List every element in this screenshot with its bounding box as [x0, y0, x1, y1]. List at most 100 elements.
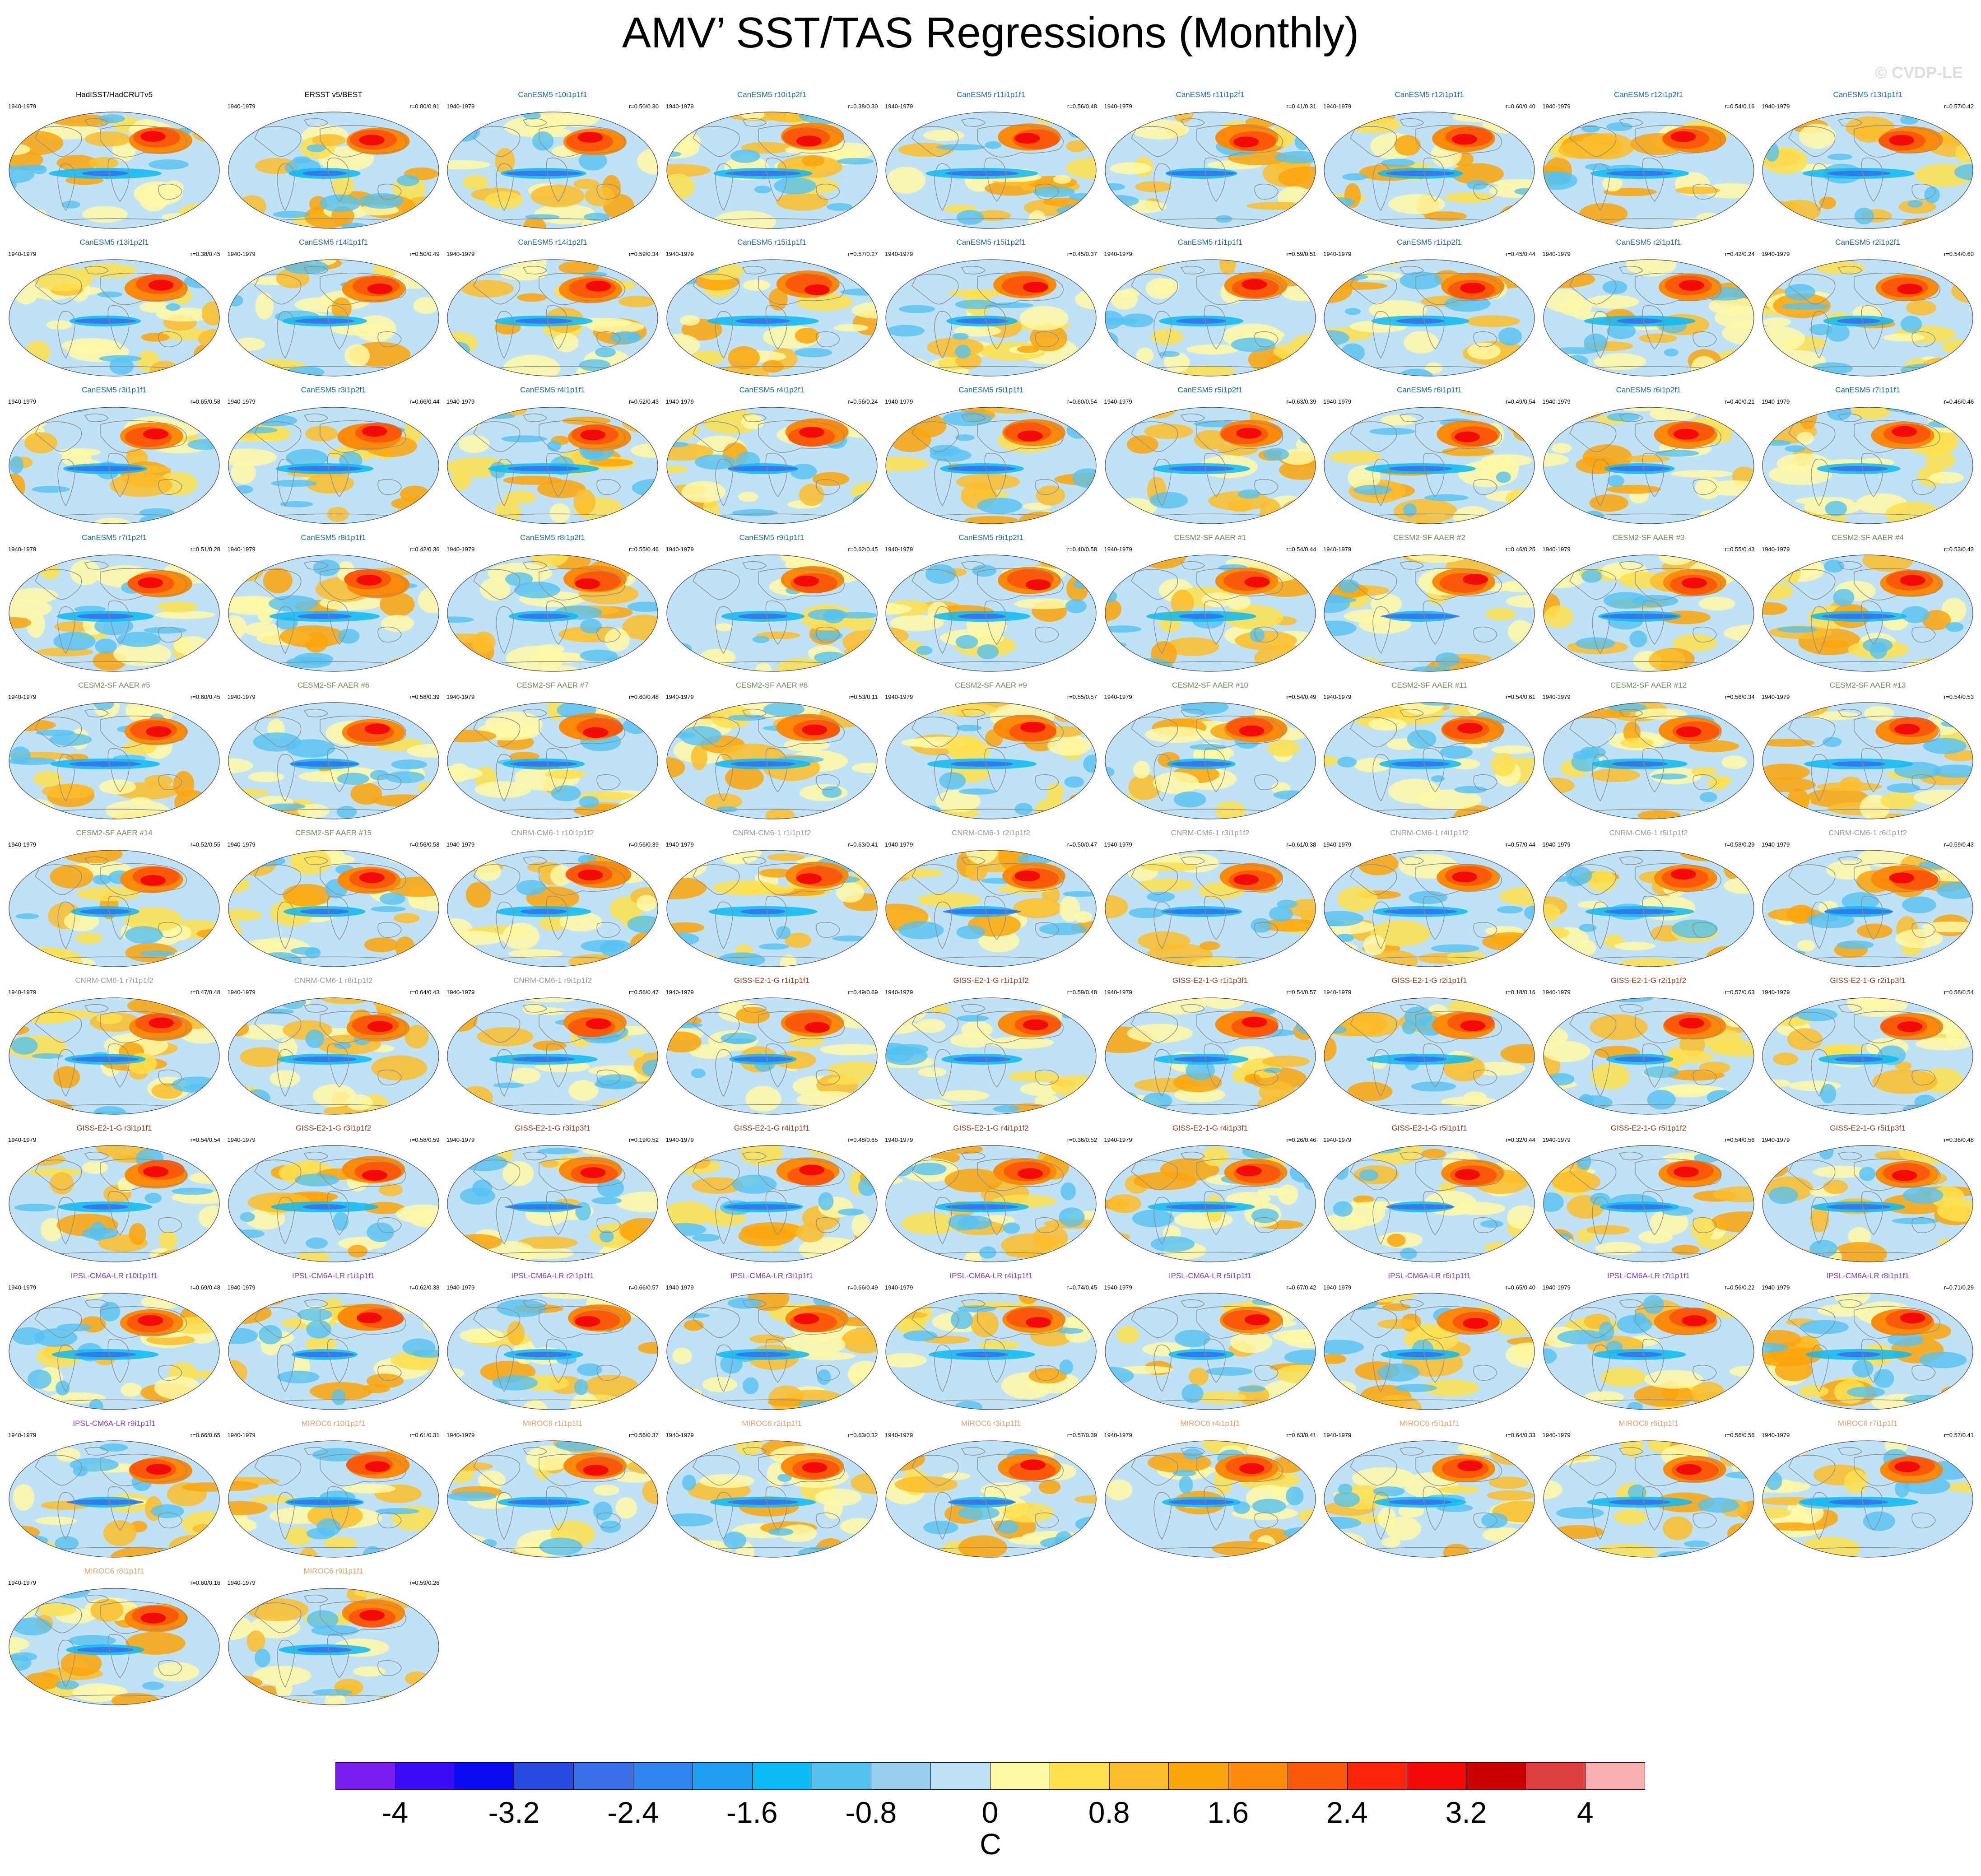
colorbar-box: [633, 1762, 693, 1790]
panel-correlation: r=0.60/0.16: [190, 1579, 220, 1586]
regression-map: [666, 997, 878, 1115]
panel-correlation: r=0.66/0.44: [409, 398, 440, 405]
panel-title: CNRM-CM6-1 r3i1p1f2: [1171, 829, 1250, 837]
regression-map: [1104, 554, 1316, 672]
panel-title: MIROC6 r6i1p1f1: [1618, 1419, 1679, 1428]
map-panel: GISS-E2-1-G r4i1p1f1 1940-1979 r=0.48/0.65: [666, 1124, 878, 1263]
regression-map: [447, 850, 658, 967]
map-panel: IPSL-CM6A-LR r1i1p1f1 1940-1979 r=0.62/0.3…: [228, 1271, 440, 1410]
panel-period: 1940-1979: [227, 989, 256, 996]
panel-correlation: r=0.26/0.46: [1286, 1136, 1316, 1143]
panel-title: CanESM5 r5i1p1f1: [958, 386, 1023, 394]
panel-period: 1940-1979: [665, 989, 694, 996]
map-panel: CESM2-SF AAER #11 1940-1979 r=0.54/0.61: [1323, 681, 1535, 820]
map-panel: GISS-E2-1-G r1i1p3f1 1940-1979 r=0.54/0.57: [1104, 976, 1316, 1115]
panel-correlation: r=0.50/0.49: [409, 251, 440, 257]
panel-title: CanESM5 r2i1p1f1: [1616, 238, 1681, 247]
map-panel: CanESM5 r11i1p2f1 1940-1979 r=0.41/0.31: [1104, 90, 1316, 229]
map-panel: IPSL-CM6A-LR r9i1p1f1 1940-1979 r=0.66/0.6…: [8, 1419, 220, 1558]
regression-map: [1543, 554, 1754, 672]
regression-map: [1324, 112, 1535, 229]
panel-period: 1940-1979: [1323, 1136, 1352, 1143]
panel-period: 1940-1979: [8, 1136, 37, 1143]
regression-map: [1762, 1440, 1973, 1558]
map-panel: CNRM-CM6-1 r2i1p1f2 1940-1979 r=0.50/0.47: [885, 829, 1097, 968]
panel-period: 1940-1979: [8, 694, 37, 700]
panel-period: 1940-1979: [446, 989, 475, 996]
panel-correlation: r=0.45/0.37: [1067, 251, 1097, 257]
panel-title: CanESM5 r8i1p2f1: [520, 533, 585, 542]
panel-correlation: r=0.54/0.60: [1944, 251, 1974, 257]
regression-map: [1762, 1293, 1973, 1410]
panel-period: 1940-1979: [446, 1136, 475, 1143]
map-panel: GISS-E2-1-G r2i1p3f1 1940-1979 r=0.58/0.54: [1762, 976, 1974, 1115]
panel-title: CanESM5 r15i1p1f1: [737, 238, 807, 247]
panel-correlation: r=0.54/0.57: [1286, 989, 1316, 996]
regression-map: [9, 112, 220, 229]
panel-period: 1940-1979: [1104, 1432, 1132, 1438]
colorbar-box: [395, 1762, 455, 1790]
panel-correlation: r=0.55/0.57: [1067, 694, 1097, 700]
panel-period: 1940-1979: [1104, 1284, 1132, 1291]
colorbar-box: [514, 1762, 574, 1790]
regression-map: [9, 1440, 220, 1558]
colorbar-box: [752, 1762, 812, 1790]
panel-title: CanESM5 r6i1p2f1: [1616, 386, 1681, 394]
colorbar-box: [692, 1762, 753, 1790]
panel-title: CNRM-CM6-1 r5i1p1f2: [1609, 829, 1688, 837]
panel-period: 1940-1979: [1542, 251, 1571, 257]
panel-correlation: r=0.61/0.31: [409, 1432, 440, 1438]
panel-period: 1940-1979: [446, 546, 475, 553]
map-panel: CanESM5 r1i1p1f1 1940-1979 r=0.59/0.51: [1104, 238, 1316, 377]
regression-map: [228, 1440, 439, 1558]
colorbar-box: [871, 1762, 931, 1790]
panel-correlation: r=0.59/0.43: [1944, 841, 1974, 848]
panel-title: GISS-E2-1-G r2i1p1f2: [1610, 976, 1687, 985]
panel-title: MIROC6 r8i1p1f1: [84, 1567, 144, 1575]
panel-correlation: r=0.51/0.28: [190, 546, 220, 553]
map-panel: IPSL-CM6A-LR r3i1p1f1 1940-1979 r=0.66/0.4…: [666, 1271, 878, 1410]
colorbar-tick-label: 4: [1576, 1796, 1594, 1829]
panel-title: CESM2-SF AAER #3: [1612, 533, 1685, 542]
panel-title: IPSL-CM6A-LR r4i1p1f1: [949, 1271, 1032, 1280]
panel-title: CanESM5 r7i1p2f1: [82, 533, 147, 542]
panel-title: GISS-E2-1-G r5i1p3f1: [1830, 1124, 1906, 1132]
map-panel: CanESM5 r7i1p1f1 1940-1979 r=0.46/0.46: [1762, 386, 1974, 525]
map-panel: CanESM5 r6i1p1f1 1940-1979 r=0.49/0.54: [1323, 386, 1535, 525]
panel-title: CanESM5 r14i1p1f1: [298, 238, 368, 247]
panel-title: CanESM5 r2i1p2f1: [1835, 238, 1900, 247]
panel-correlation: r=0.56/0.37: [628, 1432, 659, 1438]
watermark: © CVDP-LE: [1875, 63, 1963, 82]
map-panel: CESM2-SF AAER #6 1940-1979 r=0.58/0.39: [228, 681, 440, 820]
colorbar-units: C: [980, 1827, 1001, 1861]
panel-period: 1940-1979: [1323, 103, 1352, 110]
map-panel: CanESM5 r10i1p2f1 1940-1979 r=0.38/0.30: [666, 90, 878, 229]
panel-title: GISS-E2-1-G r3i1p3f1: [515, 1124, 591, 1132]
panel-correlation: r=0.56/0.48: [1067, 103, 1097, 110]
panel-title: CNRM-CM6-1 r1i1p1f2: [732, 829, 811, 837]
regression-map: [228, 112, 439, 229]
panel-correlation: r=0.57/0.41: [1944, 1432, 1974, 1438]
regression-map: [228, 702, 439, 819]
panel-period: 1940-1979: [446, 251, 475, 257]
map-panel: CanESM5 r11i1p1f1 1940-1979 r=0.56/0.48: [885, 90, 1097, 229]
panel-title: MIROC6 r4i1p1f1: [1180, 1419, 1240, 1428]
map-panel: CanESM5 r9i1p1f1 1940-1979 r=0.62/0.45: [666, 533, 878, 672]
regression-map: [885, 112, 1097, 229]
colorbar-tick-label: -0.8: [845, 1796, 897, 1829]
regression-map: [1104, 1440, 1316, 1558]
panel-title: CanESM5 r4i1p1f1: [520, 386, 585, 394]
colorbar-box: [1466, 1762, 1526, 1790]
panel-period: 1940-1979: [885, 103, 913, 110]
panel-period: 1940-1979: [1542, 1136, 1571, 1143]
panel-correlation: r=0.54/0.54: [190, 1136, 220, 1143]
regression-map: [1104, 407, 1316, 524]
map-panel: ERSST v5/BEST 1940-1979 r=0.80/0.91: [228, 90, 440, 229]
panel-period: 1940-1979: [227, 1284, 256, 1291]
panel-correlation: r=0.40/0.58: [1067, 546, 1097, 553]
panel-period: 1940-1979: [227, 546, 256, 553]
colorbar-tick-label: 3.2: [1445, 1796, 1487, 1829]
panel-correlation: r=0.74/0.45: [1067, 1284, 1097, 1291]
map-panel: CESM2-SF AAER #1 1940-1979 r=0.54/0.44: [1104, 533, 1316, 672]
panel-correlation: r=0.55/0.46: [628, 546, 659, 553]
